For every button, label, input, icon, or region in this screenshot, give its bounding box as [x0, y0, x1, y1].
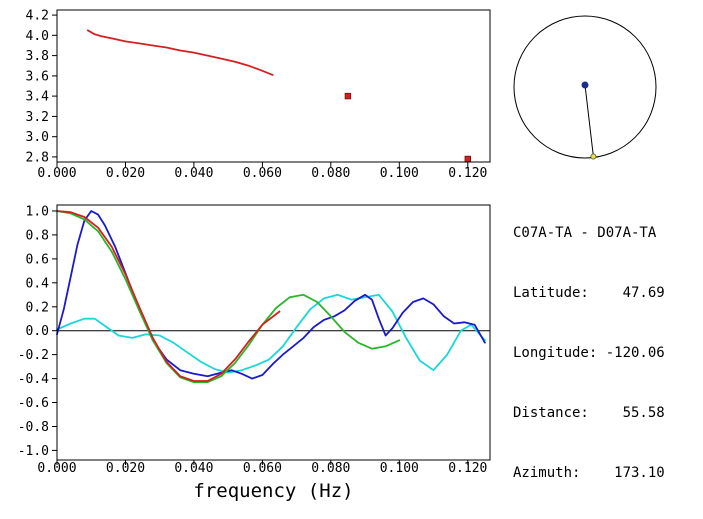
dispersion-plot: 0.000 0.020 0.040 0.060 0.080 0.100 0.120 2.8 3.… [26, 9, 491, 181]
correlation-red [56, 210, 281, 382]
x-tick-label: 0.040 [174, 166, 213, 181]
y-tick-label: 1.0 [26, 205, 49, 220]
y-tick-label: -0.4 [18, 372, 49, 387]
correlation-cyan [56, 293, 486, 374]
correlation-blue [56, 210, 486, 380]
dispersion-frame [56, 9, 491, 163]
y-tick-label: 3.2 [26, 110, 49, 125]
x-tick-label: 0.120 [448, 461, 487, 476]
dispersion-curve [86, 29, 274, 76]
y-tick-label: -0.2 [18, 348, 49, 363]
x-tick-label: 0.080 [311, 461, 350, 476]
y-tick-label: 4.0 [26, 29, 49, 44]
y-tick-label: -0.8 [18, 420, 49, 435]
azimuth-circle [513, 15, 657, 159]
x-tick-label: 0.080 [311, 166, 350, 181]
correlation-frame [56, 204, 491, 461]
x-axis-title: frequency (Hz) [193, 480, 353, 502]
correlation-plot: 0.000 0.020 0.040 0.060 0.080 0.100 0.120 -1.0 -… [18, 204, 491, 502]
y-tick-label: 3.4 [26, 90, 50, 105]
azimuth-path-line [584, 84, 594, 157]
y-tick-label: 0.8 [26, 228, 49, 243]
x-tick-label: 0.120 [448, 166, 487, 181]
y-tick-label: 2.8 [26, 150, 49, 165]
y-tick-label: 0.6 [26, 252, 49, 267]
info-line-azimuth: Azimuth: 173.10 [513, 465, 665, 481]
y-tick-label: 4.2 [26, 9, 49, 24]
y-tick-label: 0.0 [26, 324, 49, 339]
dispersion-points-marker [464, 155, 471, 163]
x-tick-label: 0.040 [174, 461, 213, 476]
info-panel: C07A-TA - D07A-TA Latitude: 47.69 Longit… [513, 183, 665, 519]
target-station-dot [590, 153, 597, 160]
y-tick-label: 3.6 [26, 69, 49, 84]
station-pair-title: C07A-TA - D07A-TA [513, 225, 657, 241]
info-line-latitude: Latitude: 47.69 [513, 285, 665, 301]
x-tick-label: 0.100 [380, 461, 419, 476]
info-line-longitude: Longitude: -120.06 [513, 345, 665, 361]
y-tick-label: -1.0 [18, 444, 49, 459]
y-tick-label: 0.4 [26, 276, 50, 291]
y-tick-label: 0.2 [26, 300, 49, 315]
x-tick-label: 0.000 [37, 461, 76, 476]
y-tick-label: 3.8 [26, 49, 49, 64]
x-tick-label: 0.060 [243, 166, 282, 181]
info-line-distance: Distance: 55.58 [513, 405, 665, 421]
station-dot [581, 81, 589, 89]
x-tick-label: 0.020 [106, 166, 145, 181]
correlation-green [56, 210, 401, 384]
azimuth-diagram [513, 15, 657, 160]
x-tick-label: 0.060 [243, 461, 282, 476]
x-tick-label: 0.020 [106, 461, 145, 476]
y-tick-label: 3.0 [26, 130, 49, 145]
dispersion-points-marker [344, 92, 352, 100]
x-tick-label: 0.100 [380, 166, 419, 181]
x-tick-label: 0.000 [37, 166, 76, 181]
y-tick-label: -0.6 [18, 396, 49, 411]
